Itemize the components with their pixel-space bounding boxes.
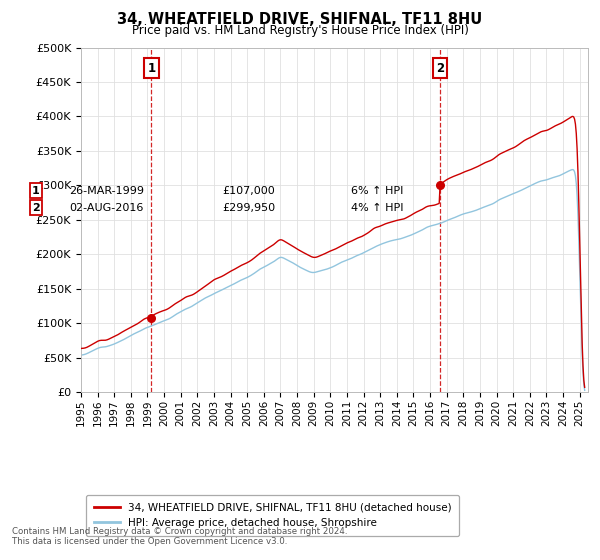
Legend: 34, WHEATFIELD DRIVE, SHIFNAL, TF11 8HU (detached house), HPI: Average price, de: 34, WHEATFIELD DRIVE, SHIFNAL, TF11 8HU … — [86, 496, 459, 535]
Text: 2: 2 — [436, 62, 444, 75]
Text: 1: 1 — [32, 185, 40, 195]
Text: 02-AUG-2016: 02-AUG-2016 — [69, 203, 143, 213]
Text: Contains HM Land Registry data © Crown copyright and database right 2024.
This d: Contains HM Land Registry data © Crown c… — [12, 526, 347, 546]
Text: 2: 2 — [32, 203, 40, 213]
Text: Price paid vs. HM Land Registry's House Price Index (HPI): Price paid vs. HM Land Registry's House … — [131, 24, 469, 36]
Text: 4% ↑ HPI: 4% ↑ HPI — [351, 203, 404, 213]
Text: 34, WHEATFIELD DRIVE, SHIFNAL, TF11 8HU: 34, WHEATFIELD DRIVE, SHIFNAL, TF11 8HU — [118, 12, 482, 27]
Text: 26-MAR-1999: 26-MAR-1999 — [69, 185, 144, 195]
Text: 1: 1 — [147, 62, 155, 75]
Text: £299,950: £299,950 — [222, 203, 275, 213]
Text: 6% ↑ HPI: 6% ↑ HPI — [351, 185, 403, 195]
Text: £107,000: £107,000 — [222, 185, 275, 195]
